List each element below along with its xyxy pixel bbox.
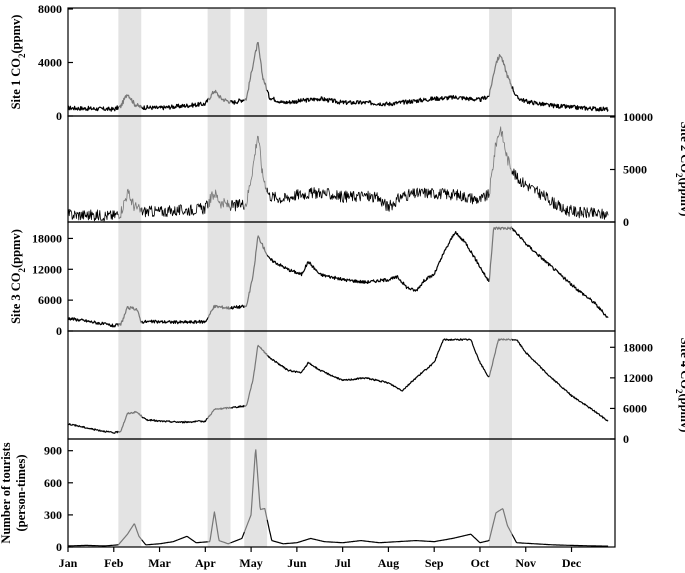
y-tick-label: 0 (623, 215, 629, 229)
series-line-panel-1-segment-1 (67, 105, 119, 112)
tick-labels: 0400080000500010000060001200018000060001… (32, 2, 653, 570)
panel-frame-1 (67, 7, 616, 117)
series-line-panel-5-segment-6 (243, 449, 268, 533)
x-tick-label-jun: Jun (287, 556, 307, 570)
y-tick-label: 8000 (38, 2, 62, 16)
y-tick-label: 12000 (32, 262, 62, 276)
series-line-panel-5-segment-4 (207, 511, 231, 545)
x-tick-label-apr: Apr (195, 556, 216, 570)
series-line-panel-2-segment-7 (266, 187, 490, 212)
panel-frame-4 (67, 330, 616, 440)
series-line-panel-1-segment-7 (266, 89, 490, 107)
series-line-panel-3-segment-4 (207, 304, 232, 319)
series-line-panel-4-segment-7 (267, 338, 490, 392)
axis-titles: Site 1 CO2(ppmv) Site 2 CO2(ppmv) Site 3 C… (0, 15, 685, 544)
y-tick-label: 300 (44, 508, 62, 522)
y-axis-title-panel-5-line-2: (person-times) (14, 454, 28, 531)
y-tick-label: 12000 (623, 371, 653, 385)
series-line-panel-3-segment-1 (67, 317, 119, 328)
highlight-band-1 (118, 8, 142, 547)
y-tick-label: 18000 (623, 340, 653, 354)
series-line-panel-4-segment-9 (511, 338, 609, 422)
series-line-panel-4-segment-1 (67, 423, 119, 434)
panel-frames (67, 7, 616, 548)
y-axis-title-panel-3: Site 3 CO2(ppmv) (9, 229, 27, 324)
series-line-panel-5-segment-3 (141, 535, 208, 546)
x-tick-label-aug: Aug (378, 556, 399, 570)
series-line-panel-5-segment-1 (68, 544, 119, 547)
series-line-panel-1-segment-8 (488, 54, 513, 97)
series-line-panel-2-segment-2 (118, 188, 143, 220)
highlight-bands (118, 8, 513, 547)
series-line-panel-3-segment-6 (243, 235, 268, 308)
panel-frame-3 (67, 221, 616, 332)
highlight-band-4 (489, 8, 513, 547)
y-tick-label: 0 (56, 324, 62, 338)
series-line-panel-1-segment-3 (141, 98, 209, 111)
y-axis-title-panel-5-line-1: Number of tourists (0, 442, 13, 543)
series-line-panel-4-segment-2 (117, 410, 143, 433)
y-tick-label: 4000 (38, 56, 62, 70)
x-tick-label-may: May (239, 556, 262, 570)
series-line-panel-4-segment-6 (243, 344, 268, 408)
x-tick-label-mar: Mar (148, 556, 171, 570)
series-line-panel-1-segment-4 (207, 89, 232, 104)
series-line-panel-3-segment-8 (488, 226, 513, 282)
x-tick-label-oct: Oct (471, 556, 490, 570)
series-line-panel-2-segment-6 (244, 135, 268, 210)
series-line-panel-3-segment-3 (141, 317, 209, 325)
series-line-panel-2-segment-1 (67, 208, 119, 222)
x-tick-label-jul: Jul (335, 556, 352, 570)
series-line-panel-5-segment-8 (488, 508, 513, 540)
series-line-panel-4-segment-8 (488, 338, 513, 377)
highlight-band-2 (207, 8, 231, 547)
series-line-panel-3-segment-5 (230, 304, 245, 310)
y-axis-title-panel-4: Site 4 CO2(ppmv) (674, 338, 685, 433)
series-line-panel-5-segment-7 (266, 519, 490, 545)
series-line-panel-5-segment-2 (117, 523, 143, 546)
series-line-panel-4-segment-4 (207, 406, 231, 419)
panel-frame-2 (67, 115, 616, 223)
y-tick-label: 0 (623, 432, 629, 446)
y-tick-label: 18000 (32, 231, 62, 245)
y-tick-label: 6000 (623, 401, 647, 415)
y-tick-label: 10000 (623, 110, 653, 124)
y-tick-label: 0 (56, 540, 62, 554)
series-line-panel-4-segment-3 (141, 416, 208, 424)
x-tick-label-jan: Jan (59, 556, 78, 570)
series-line-panel-4-segment-5 (230, 404, 245, 409)
series-line-panel-2-segment-3 (141, 200, 209, 218)
y-tick-label: 6000 (38, 293, 62, 307)
series-line-panel-3-segment-2 (117, 306, 143, 327)
x-tick-label-feb: Feb (104, 556, 124, 570)
panel-frame-5 (67, 438, 616, 548)
series-line-panel-1-segment-5 (230, 98, 245, 105)
series-lines (67, 42, 609, 547)
series-line-panel-1-segment-2 (118, 94, 143, 109)
y-tick-label: 600 (44, 476, 62, 490)
series-line-panel-2-segment-5 (230, 199, 245, 212)
series-line-panel-3-segment-7 (266, 231, 490, 292)
series-line-panel-2-segment-8 (489, 126, 513, 195)
y-tick-label: 0 (56, 109, 62, 123)
y-axis-title-panel-2: Site 2 CO2(ppmv) (674, 122, 685, 217)
series-line-panel-1-segment-9 (511, 86, 609, 112)
y-tick-label: 900 (44, 444, 62, 458)
x-tick-label-sep: Sep (425, 556, 444, 570)
series-line-panel-3-segment-9 (511, 227, 609, 319)
y-tick-label: 5000 (623, 163, 647, 177)
series-line-panel-1-segment-6 (243, 42, 268, 101)
tick-marks (67, 8, 615, 552)
series-line-panel-2-segment-4 (207, 189, 231, 211)
x-tick-label-nov: Nov (515, 556, 536, 570)
series-line-panel-5-segment-9 (511, 534, 609, 547)
x-tick-label-dec: Dec (562, 556, 582, 570)
y-axis-title-panel-1: Site 1 CO2(ppmv) (9, 15, 27, 110)
series-line-panel-2-segment-9 (511, 168, 609, 220)
highlight-band-3 (244, 8, 268, 547)
series-line-panel-5-segment-5 (230, 531, 245, 544)
